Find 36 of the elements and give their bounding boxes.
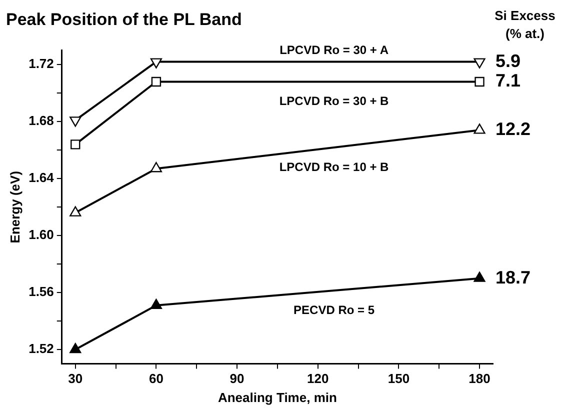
text: 7.1 bbox=[496, 70, 521, 91]
x-tick-label: 90 bbox=[230, 371, 244, 386]
y-tick-label: 1.52 bbox=[28, 341, 54, 356]
chart-title: Peak Position of the PL Band bbox=[6, 10, 242, 29]
x-tick-label: 180 bbox=[468, 371, 490, 386]
series-label: LPCVD Ro = 30 + A bbox=[280, 43, 389, 58]
y-tick-label: 1.56 bbox=[28, 284, 54, 300]
point bbox=[474, 124, 486, 134]
point bbox=[474, 58, 486, 68]
point bbox=[70, 140, 80, 150]
series-label: PECVD Ro = 5 bbox=[294, 302, 375, 317]
point bbox=[150, 162, 162, 172]
y-tick-label: 1.64 bbox=[28, 170, 55, 186]
point bbox=[70, 206, 82, 216]
point bbox=[474, 76, 484, 87]
point bbox=[150, 298, 162, 309]
y-tick-label: 1.72 bbox=[28, 56, 54, 72]
text: 12.2 bbox=[496, 119, 531, 140]
x-tick-label: 150 bbox=[388, 371, 410, 386]
point bbox=[150, 58, 162, 68]
x-tick-label: 60 bbox=[148, 371, 164, 386]
text: 18.7 bbox=[496, 267, 531, 288]
text: (% at.) bbox=[506, 26, 544, 42]
point bbox=[70, 342, 82, 354]
series-label: LPCVD Ro = 10 + B bbox=[279, 160, 390, 174]
series-label: LPCVD Ro = 30 + B bbox=[279, 94, 390, 108]
text: 5.9 bbox=[496, 50, 521, 71]
point bbox=[151, 76, 162, 87]
x-tick-label: 30 bbox=[68, 371, 83, 386]
y-tick-label: 1.60 bbox=[28, 227, 54, 242]
y-tick-label: 1.68 bbox=[28, 113, 54, 128]
x-axis-title: Anealing Time, min bbox=[218, 390, 337, 405]
point bbox=[474, 272, 486, 282]
y-axis-title: Energy (eV) bbox=[7, 170, 22, 244]
text: Si Excess bbox=[494, 8, 556, 24]
x-tick-label: 120 bbox=[307, 371, 329, 386]
